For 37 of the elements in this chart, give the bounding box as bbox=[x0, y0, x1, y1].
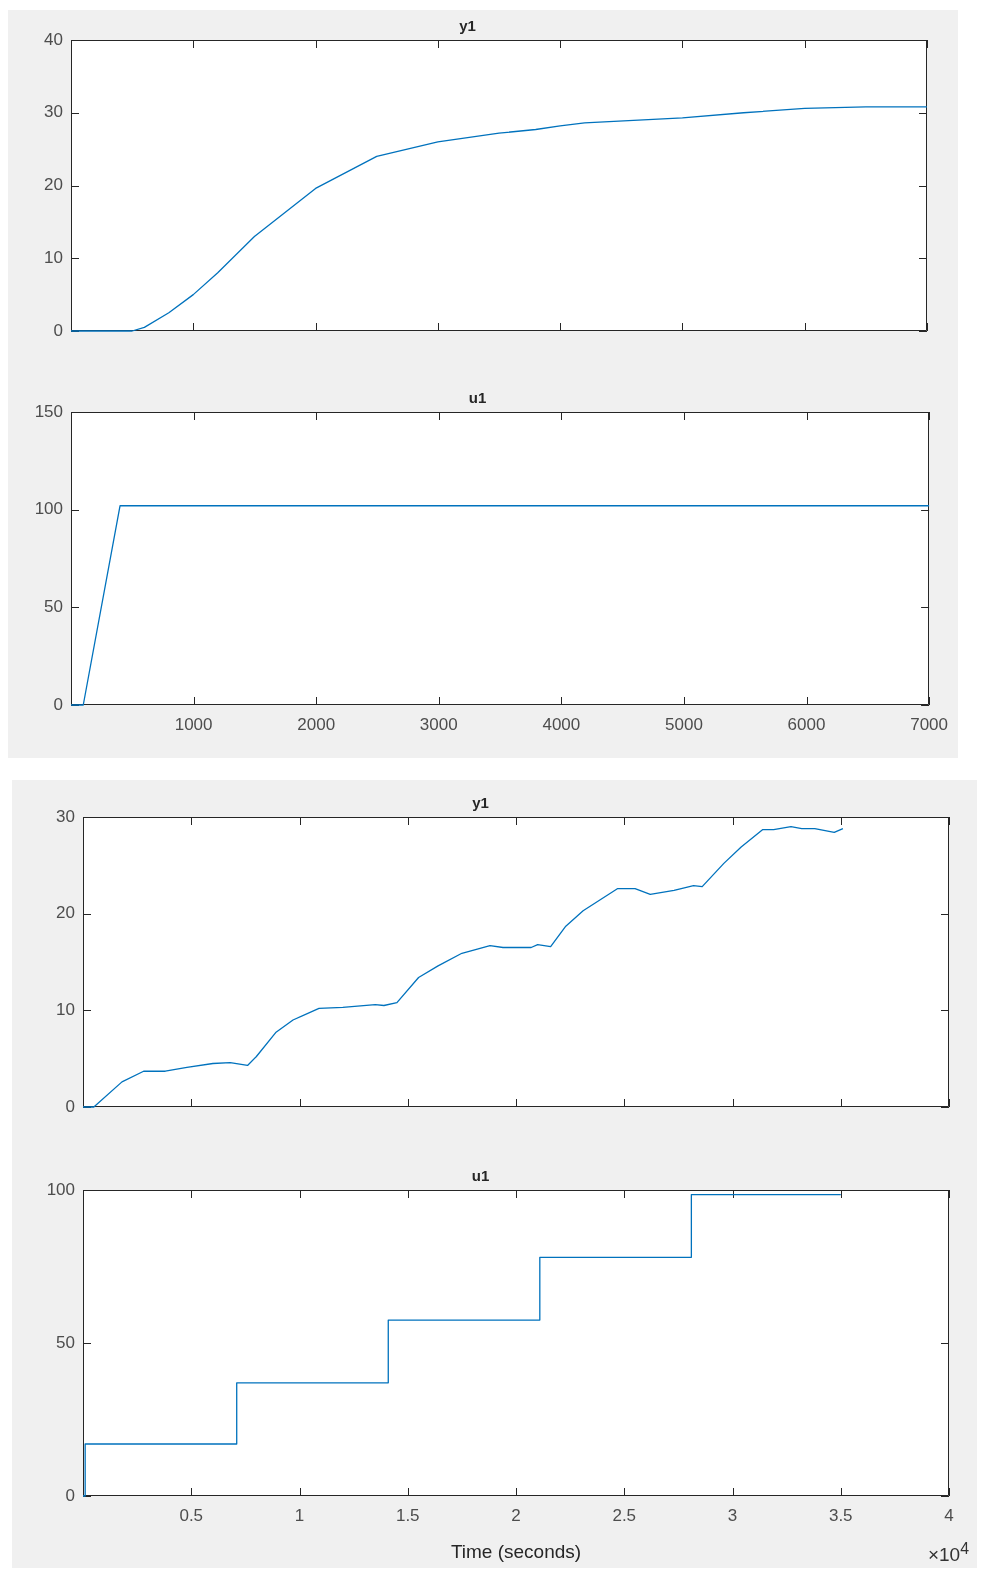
x-tick-label: 6000 bbox=[787, 714, 826, 734]
x-tick-label: 4 bbox=[944, 1505, 954, 1525]
y-tick-label: 10 bbox=[44, 247, 63, 267]
chart-title: u1 bbox=[471, 1167, 490, 1185]
y-tick-label: 20 bbox=[44, 175, 63, 195]
x-tick-label: 1000 bbox=[174, 714, 213, 734]
y-tick-label: 0 bbox=[65, 1485, 75, 1505]
x-tick-label: 0.5 bbox=[179, 1505, 204, 1525]
y-tick-label: 50 bbox=[56, 1332, 75, 1352]
x-tick-label: 7000 bbox=[910, 714, 948, 734]
x-tick-label: 3 bbox=[727, 1505, 738, 1525]
text: ×10$^{4}$ bbox=[927, 1539, 969, 1566]
x-axis-title: Time (seconds) bbox=[450, 1540, 582, 1562]
y-tick-label: 30 bbox=[44, 102, 63, 122]
y-tick-label: 10 bbox=[56, 1000, 75, 1020]
chart-title: y1 bbox=[472, 794, 489, 812]
y-tick-label: 0 bbox=[53, 320, 63, 340]
y-tick-label: 0 bbox=[65, 1096, 75, 1116]
chart-title: y1 bbox=[459, 17, 476, 35]
y-tick-label: 20 bbox=[56, 903, 75, 923]
x-tick-label: 4000 bbox=[542, 714, 581, 734]
y-tick-label: 150 bbox=[34, 401, 63, 421]
x-tick-label: 3.5 bbox=[828, 1505, 853, 1525]
x-tick-label: 1 bbox=[294, 1505, 305, 1525]
y-tick-label: 100 bbox=[46, 1179, 75, 1199]
y-tick-label: 50 bbox=[44, 597, 63, 617]
x-tick-label: 5000 bbox=[665, 714, 703, 734]
x-tick-label: 2 bbox=[511, 1505, 521, 1525]
y-tick-label: 100 bbox=[34, 499, 63, 519]
y-tick-label: 40 bbox=[44, 29, 63, 49]
x-tick-label: 2.5 bbox=[612, 1505, 637, 1525]
y-tick-label: 0 bbox=[53, 694, 63, 714]
x-tick-label: 1.5 bbox=[395, 1505, 420, 1525]
chart-title: u1 bbox=[468, 389, 487, 407]
x-tick-label: 3000 bbox=[419, 714, 458, 734]
x-tick-label: 2000 bbox=[297, 714, 336, 734]
y-tick-label: 30 bbox=[56, 806, 75, 826]
